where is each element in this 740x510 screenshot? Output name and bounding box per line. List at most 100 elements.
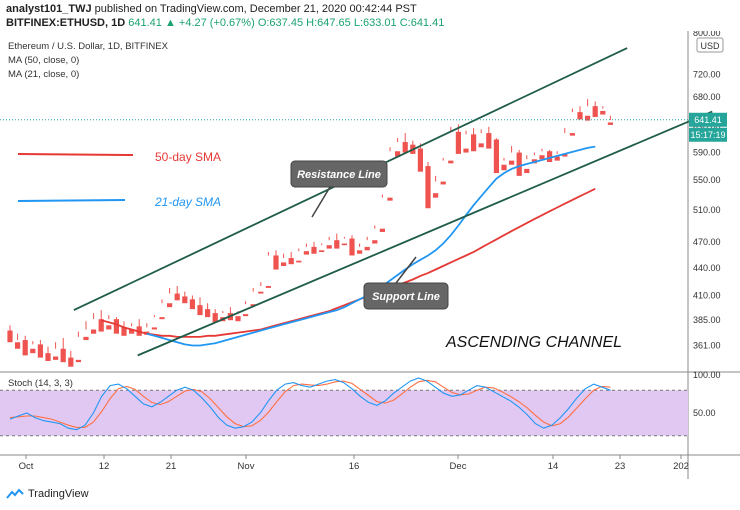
candle-body <box>311 246 317 254</box>
candle-body <box>45 353 51 361</box>
candle-body <box>83 336 89 341</box>
close-value: 641.41 <box>128 17 162 29</box>
candle-body <box>113 319 119 334</box>
price-tick-label: 680.00 <box>693 92 721 102</box>
candle-body <box>478 143 484 148</box>
candle-body <box>319 250 325 253</box>
legend-ma50: MA (50, close, 0) <box>8 55 79 66</box>
symbol-line: BITFINEX:ETHUSD, 1D 641.41 ▲ +4.27 (+0.6… <box>6 17 444 29</box>
symbol-name: BITFINEX:ETHUSD, 1D <box>6 17 126 29</box>
sma21-annotation: 21-day SMA <box>154 195 221 209</box>
sma21-legend-line <box>17 199 126 202</box>
time-tick-label: 16 <box>349 461 360 472</box>
price-tick-label: 590.00 <box>693 148 721 158</box>
candle-body <box>197 305 203 316</box>
support-line <box>137 110 713 357</box>
candle-body <box>600 110 606 115</box>
candle-body <box>250 304 256 307</box>
candle-body <box>547 151 553 162</box>
candle-body <box>281 262 287 266</box>
time-tick-label: 12 <box>99 461 110 472</box>
stoch-tick-label: 100.00 <box>693 370 721 380</box>
candle-body <box>539 155 545 160</box>
currency-label[interactable]: USD <box>700 41 720 51</box>
legend-title: Ethereum / U.S. Dollar, 1D, BITFINEX <box>8 41 169 52</box>
support-label: Support Line <box>372 291 440 303</box>
sma50-legend-line <box>17 153 134 156</box>
candle-body <box>273 255 279 270</box>
candle-body <box>524 168 530 174</box>
candle-body <box>212 313 218 323</box>
candle-body <box>364 246 370 251</box>
candle-body <box>577 112 583 120</box>
price-tick-label: 800.00 <box>693 31 721 38</box>
candle-body <box>15 342 21 349</box>
candle-body <box>379 228 385 232</box>
candle-body <box>341 243 347 246</box>
time-tick-label: 23 <box>615 461 626 472</box>
legend-ma21: MA (21, close, 0) <box>8 69 79 80</box>
time-tick-label: Oct <box>19 461 34 472</box>
candle-body <box>592 106 598 117</box>
candle-body <box>303 251 309 255</box>
candle-body <box>569 133 575 136</box>
publish-info: published on TradingView.com, December 2… <box>94 3 417 15</box>
candle-body <box>205 309 211 318</box>
price-tick-label: 510.00 <box>693 205 721 215</box>
price-tick-label: 550.00 <box>693 175 721 185</box>
candle-body <box>326 245 332 249</box>
price-axis[interactable]: 800.00 720.00 680.00 630.00 590.00 550.00 510.… <box>693 31 721 350</box>
price-chart[interactable]: 800.00 720.00 680.00 630.00 590.00 550.00 510.… <box>0 31 740 486</box>
ohlc-values: O:637.45 H:647.65 L:633.01 C:641.41 <box>257 17 445 29</box>
candle-body <box>501 164 507 171</box>
currency-badge[interactable] <box>696 37 724 53</box>
candle-body <box>334 240 340 249</box>
price-tick-label: 410.00 <box>693 290 721 300</box>
candle-body <box>235 316 241 322</box>
candle-body <box>471 134 477 152</box>
price-tick-label: 720.00 <box>693 69 721 79</box>
candle-body <box>448 160 454 164</box>
candle-body <box>516 152 522 176</box>
candle-body <box>182 296 188 304</box>
pattern-label: ASCENDING CHANNEL <box>445 334 622 351</box>
candle-body <box>357 250 363 254</box>
resistance-label: Resistance Line <box>297 169 381 181</box>
price-tick-label: 630.00 <box>693 122 721 132</box>
publisher-username[interactable]: analyst101_TWJ <box>6 3 92 15</box>
candle-body <box>417 148 423 172</box>
candle-body <box>402 142 408 153</box>
candle-body <box>37 344 43 358</box>
candle-body <box>243 314 249 317</box>
candle-body <box>509 160 515 165</box>
time-tick-label: 14 <box>548 461 559 472</box>
ma50-line <box>100 187 596 338</box>
candles-group <box>7 99 613 367</box>
stoch-legend: Stoch (14, 3, 3) <box>8 378 73 389</box>
time-axis[interactable]: Oct 12 21 Nov 16 Dec 14 23 202 <box>19 455 689 472</box>
candle-body <box>440 181 446 185</box>
candle-body <box>562 153 568 157</box>
candle-body <box>372 240 378 244</box>
price-change: ▲ +4.27 (+0.67%) <box>164 17 255 29</box>
countdown-tag-text: 15:17:19 <box>690 130 725 140</box>
stoch-axis: 100.00 50.00 <box>693 370 721 418</box>
price-tick-label: 440.00 <box>693 263 721 273</box>
candle-body <box>106 325 112 330</box>
candle-body <box>607 122 613 125</box>
last-price-tag-text: 641.41 <box>694 115 722 125</box>
tradingview-footer[interactable]: TradingView <box>6 488 89 500</box>
candle-body <box>493 139 499 174</box>
candle-body <box>53 356 59 360</box>
candle-body <box>425 166 431 209</box>
tradingview-logo-icon <box>6 488 24 499</box>
candle-body <box>463 148 469 153</box>
price-tick-label: 385.00 <box>693 315 721 325</box>
candle-body <box>288 258 294 265</box>
candle-body <box>174 293 180 301</box>
candle-body <box>433 193 439 198</box>
stoch-band <box>0 390 688 436</box>
sma50-annotation: 50-day SMA <box>155 150 221 164</box>
candle-body <box>395 151 401 157</box>
candle-body <box>296 260 302 263</box>
